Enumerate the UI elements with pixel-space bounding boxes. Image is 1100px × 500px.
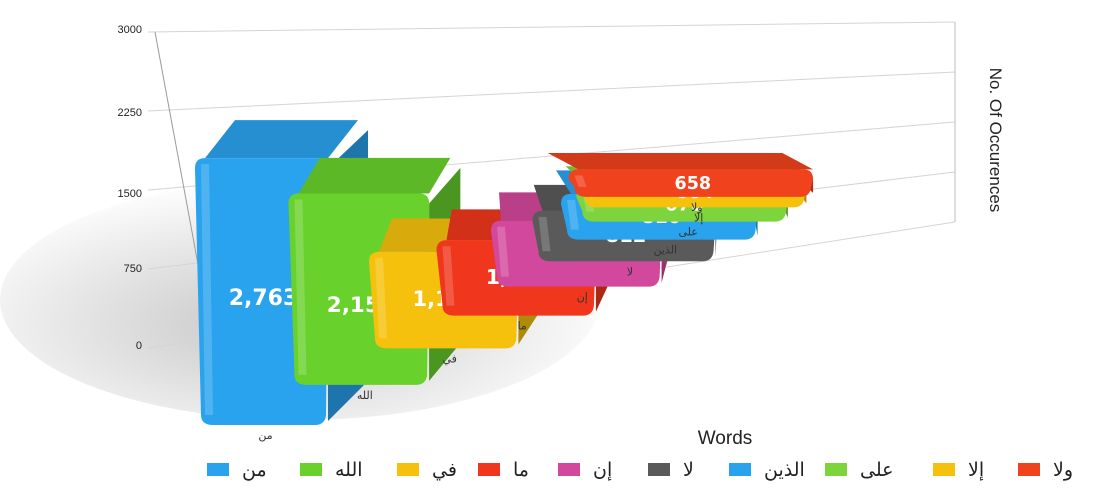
x-tick-label: الذين	[653, 244, 677, 257]
legend-swatch	[933, 463, 955, 476]
bar-highlight	[375, 257, 387, 339]
legend-label: على	[860, 459, 893, 481]
bar-highlight	[294, 199, 307, 375]
bar-highlight	[538, 216, 551, 252]
legend-swatch	[478, 463, 500, 476]
x-tick-label: إن	[577, 291, 588, 304]
legend-swatch	[1018, 463, 1040, 476]
bar: 658	[547, 153, 814, 197]
bar-highlight	[574, 175, 587, 187]
bar-highlight	[201, 164, 213, 415]
legend-label: ولا	[1053, 459, 1073, 481]
x-tick-label: من	[258, 429, 272, 442]
legend: من الله في ما إن لا الذين على إلا ولا	[207, 459, 1073, 482]
y-axis-title: No. Of Occurences	[986, 68, 1005, 213]
legend-label: إن	[593, 459, 612, 482]
legend-swatch	[300, 463, 322, 476]
legend-swatch	[397, 463, 419, 476]
x-tick-label: على	[679, 226, 698, 239]
bar-top	[298, 157, 451, 194]
data-label: 658	[675, 174, 712, 194]
bar-top	[547, 153, 814, 170]
legend-swatch	[207, 463, 229, 476]
legend-item: لا	[648, 459, 694, 481]
y-tick-label: 1500	[118, 188, 142, 200]
legend-label: الذين	[764, 459, 805, 481]
x-tick-label: إلا	[694, 211, 703, 224]
y-tick-label: 2250	[118, 107, 142, 119]
legend-item: ما	[478, 459, 529, 481]
bar-highlight	[497, 226, 509, 277]
legend-label: إلا	[968, 459, 984, 482]
gridline-2250	[147, 71, 956, 112]
gridline-3000	[147, 21, 956, 33]
legend-item: إلا	[933, 459, 984, 482]
bar-highlight	[567, 199, 579, 230]
legend-swatch	[825, 463, 847, 476]
legend-label: من	[242, 459, 267, 481]
legend-item: من	[207, 459, 267, 481]
legend-item: الذين	[729, 459, 805, 481]
x-tick-label: ولا	[691, 201, 703, 214]
bar-front	[568, 169, 814, 197]
legend-item: إن	[558, 459, 612, 482]
data-label: 2,763	[229, 286, 299, 311]
legend-item: في	[397, 459, 457, 481]
x-tick-label: في	[442, 352, 456, 365]
legend-swatch	[558, 463, 580, 476]
legend-label: لا	[683, 459, 694, 481]
legend-swatch	[729, 463, 751, 476]
legend-label: ما	[513, 459, 529, 481]
legend-item: ولا	[1018, 459, 1073, 481]
legend-item: الله	[300, 459, 363, 481]
x-axis-title: Words	[698, 428, 753, 449]
y-tick-label: 0	[136, 340, 142, 352]
x-tick-label: لا	[627, 265, 633, 278]
x-tick-label: الله	[357, 389, 373, 402]
y-axis-ticks: 0 750 1500 2250 3000	[118, 24, 142, 352]
legend-label: في	[432, 459, 457, 481]
bar-highlight	[442, 246, 455, 306]
legend-swatch	[648, 463, 670, 476]
y-tick-label: 3000	[118, 24, 142, 36]
legend-item: على	[825, 459, 893, 481]
bar-top	[205, 120, 358, 159]
x-tick-label: ما	[518, 320, 527, 333]
y-tick-label: 750	[124, 263, 142, 275]
legend-label: الله	[335, 459, 363, 481]
